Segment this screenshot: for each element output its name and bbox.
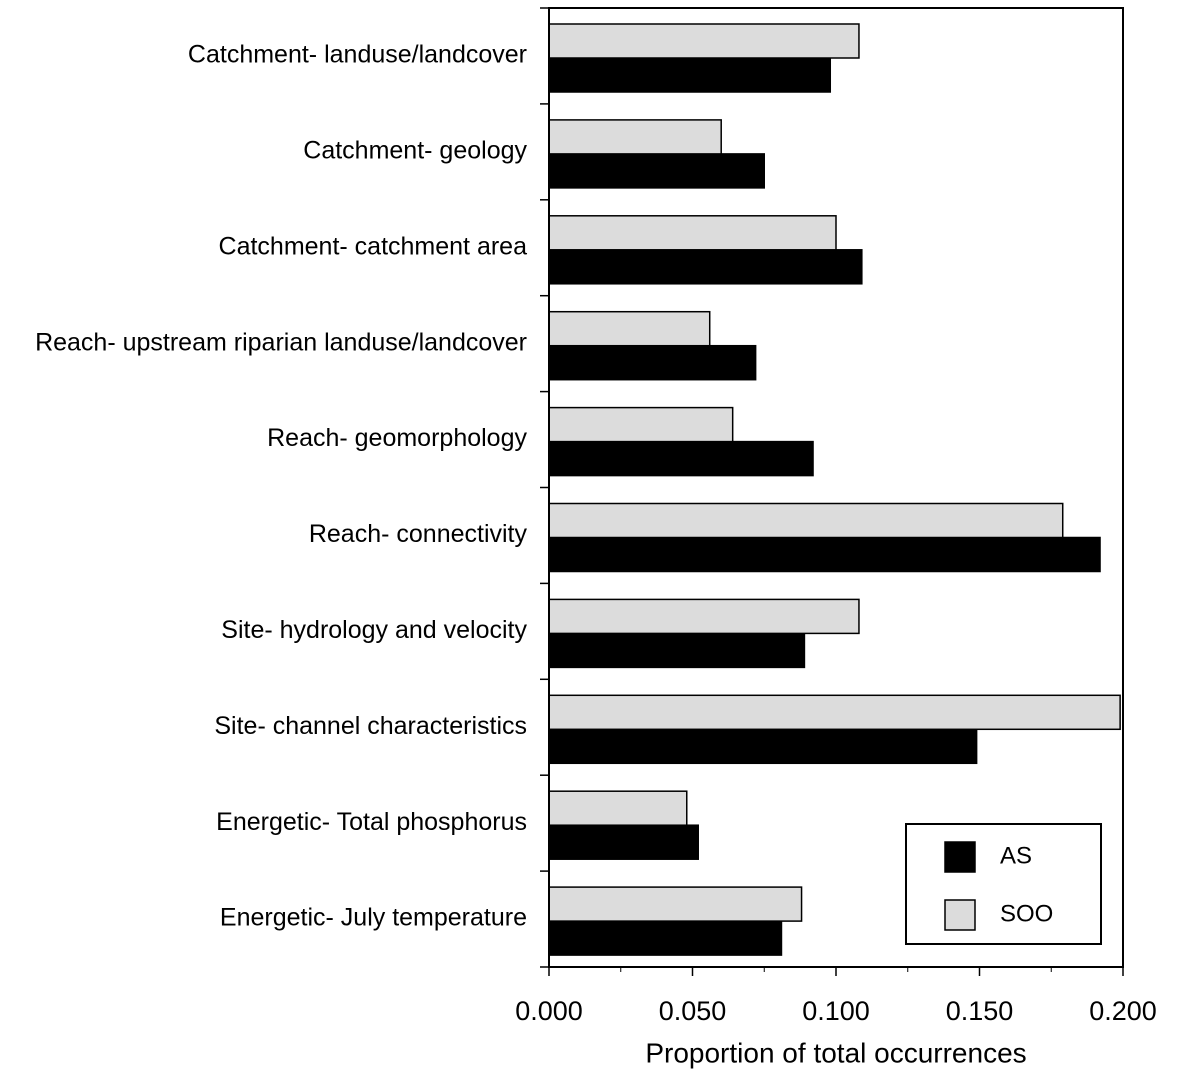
y-tick-label: Energetic- Total phosphorus	[216, 808, 527, 836]
plot-frame	[548, 7, 1124, 968]
y-tick-label: Reach- connectivity	[309, 520, 528, 548]
y-tick-label: Catchment- catchment area	[219, 232, 528, 260]
legend-label: AS	[1000, 842, 1032, 869]
x-tick-label: 0.200	[1089, 996, 1157, 1026]
x-tick-label: 0.100	[802, 996, 870, 1026]
y-tick-label: Reach- upstream riparian landuse/landcov…	[35, 328, 527, 356]
bar	[548, 598, 860, 635]
bar	[548, 824, 699, 860]
bar	[548, 406, 734, 443]
bar	[548, 694, 1121, 731]
y-tick-label: Site- hydrology and velocity	[221, 616, 527, 644]
bar	[548, 790, 688, 826]
legend-box	[905, 823, 1102, 945]
bar	[548, 249, 863, 285]
bar	[548, 215, 837, 251]
y-tick-label: Catchment- landuse/landcover	[188, 41, 527, 69]
x-tick-label: 0.050	[659, 996, 727, 1026]
x-tick-label: 0.150	[946, 996, 1014, 1026]
legend-label: SOO	[1000, 900, 1053, 927]
bar	[548, 920, 783, 956]
legend-swatch	[944, 899, 976, 931]
bar	[548, 502, 1064, 539]
y-tick-label: Energetic- July temperature	[220, 904, 527, 932]
y-tick-label: Catchment- geology	[303, 136, 527, 164]
legend-swatch	[944, 841, 976, 873]
bar	[548, 23, 860, 59]
bar	[548, 536, 1101, 573]
x-axis-label: Proportion of total occurrences	[645, 1037, 1026, 1068]
y-tick-label: Reach- geomorphology	[267, 424, 527, 452]
bar	[548, 728, 978, 765]
y-tick-label: Site- channel characteristics	[214, 712, 527, 740]
x-tick-label: 0.000	[515, 996, 583, 1026]
bar	[548, 886, 803, 922]
bar	[548, 344, 757, 381]
bar	[548, 310, 711, 347]
bar	[548, 119, 722, 155]
bar	[548, 440, 814, 477]
bar	[548, 632, 806, 669]
bar	[548, 153, 765, 189]
bar	[548, 57, 832, 93]
